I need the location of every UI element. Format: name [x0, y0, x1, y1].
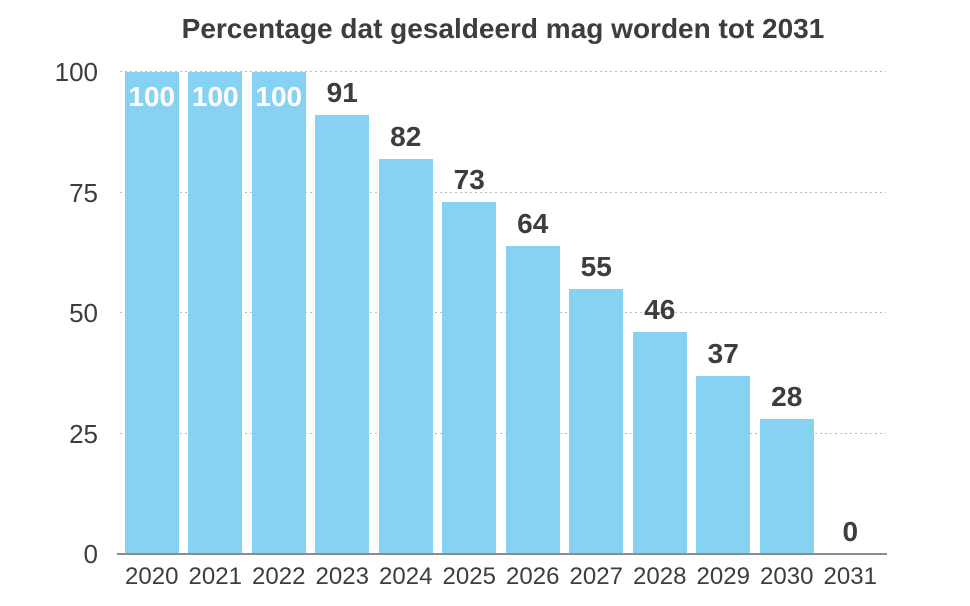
bar-2024 — [378, 158, 433, 554]
bar-value-label: 100 — [255, 81, 303, 112]
x-axis-tick-label: 2028 — [633, 563, 687, 590]
bar-value-label: 64 — [517, 207, 549, 239]
y-axis-tick-label: 0 — [83, 539, 98, 569]
bar-2021 — [188, 72, 243, 554]
chart-title: Percentage dat gesaldeerd mag worden tot… — [181, 13, 825, 44]
x-axis-tick-label: 2026 — [506, 563, 560, 590]
x-axis-line — [117, 553, 887, 555]
bar-2028 — [632, 332, 687, 554]
y-axis-tick-label: 50 — [69, 298, 98, 328]
bar-2026 — [505, 245, 560, 554]
x-axis-tick-label: 2030 — [760, 563, 814, 590]
bar-value-label: 28 — [771, 381, 803, 413]
y-axis-tick-label: 100 — [54, 57, 98, 87]
bar-value-label: 46 — [644, 294, 676, 326]
bar-value-label: 73 — [453, 164, 485, 196]
x-axis-tick-label: 2021 — [188, 563, 242, 590]
bar-value-label: 37 — [707, 337, 739, 369]
bar-2029 — [696, 375, 751, 554]
y-axis-tick-label: 75 — [69, 177, 98, 208]
bar-2025 — [442, 202, 497, 554]
x-axis-tick-label: 2024 — [379, 563, 433, 590]
bar-value-label: 91 — [326, 77, 358, 109]
x-axis-tick-label: 2025 — [442, 563, 496, 590]
bar-value-label: 55 — [580, 250, 612, 282]
gridline-25 — [120, 432, 886, 434]
bar-value-label: 82 — [390, 120, 422, 152]
x-axis-tick-label: 2020 — [125, 563, 179, 590]
x-axis-tick-label: 2022 — [252, 563, 306, 590]
bar-2027 — [569, 288, 624, 554]
y-axis-tick-label: 25 — [69, 418, 98, 449]
bar-value-label: 0 — [842, 516, 859, 547]
bar-value-label: 100 — [191, 81, 239, 112]
bar-value-label: 100 — [128, 81, 176, 112]
x-axis-tick-label: 2023 — [315, 563, 369, 590]
bar-2022 — [251, 72, 306, 554]
x-axis-tick-label: 2029 — [696, 563, 750, 590]
bar-2030 — [759, 419, 814, 554]
x-axis-tick-label: 2027 — [569, 563, 623, 590]
bar-2023 — [315, 115, 370, 554]
bar-2020 — [124, 72, 179, 554]
gridline-100 — [120, 71, 886, 72]
gridline-75 — [120, 191, 886, 193]
gridline-50 — [120, 312, 886, 313]
x-axis-tick-label: 2031 — [823, 563, 877, 590]
